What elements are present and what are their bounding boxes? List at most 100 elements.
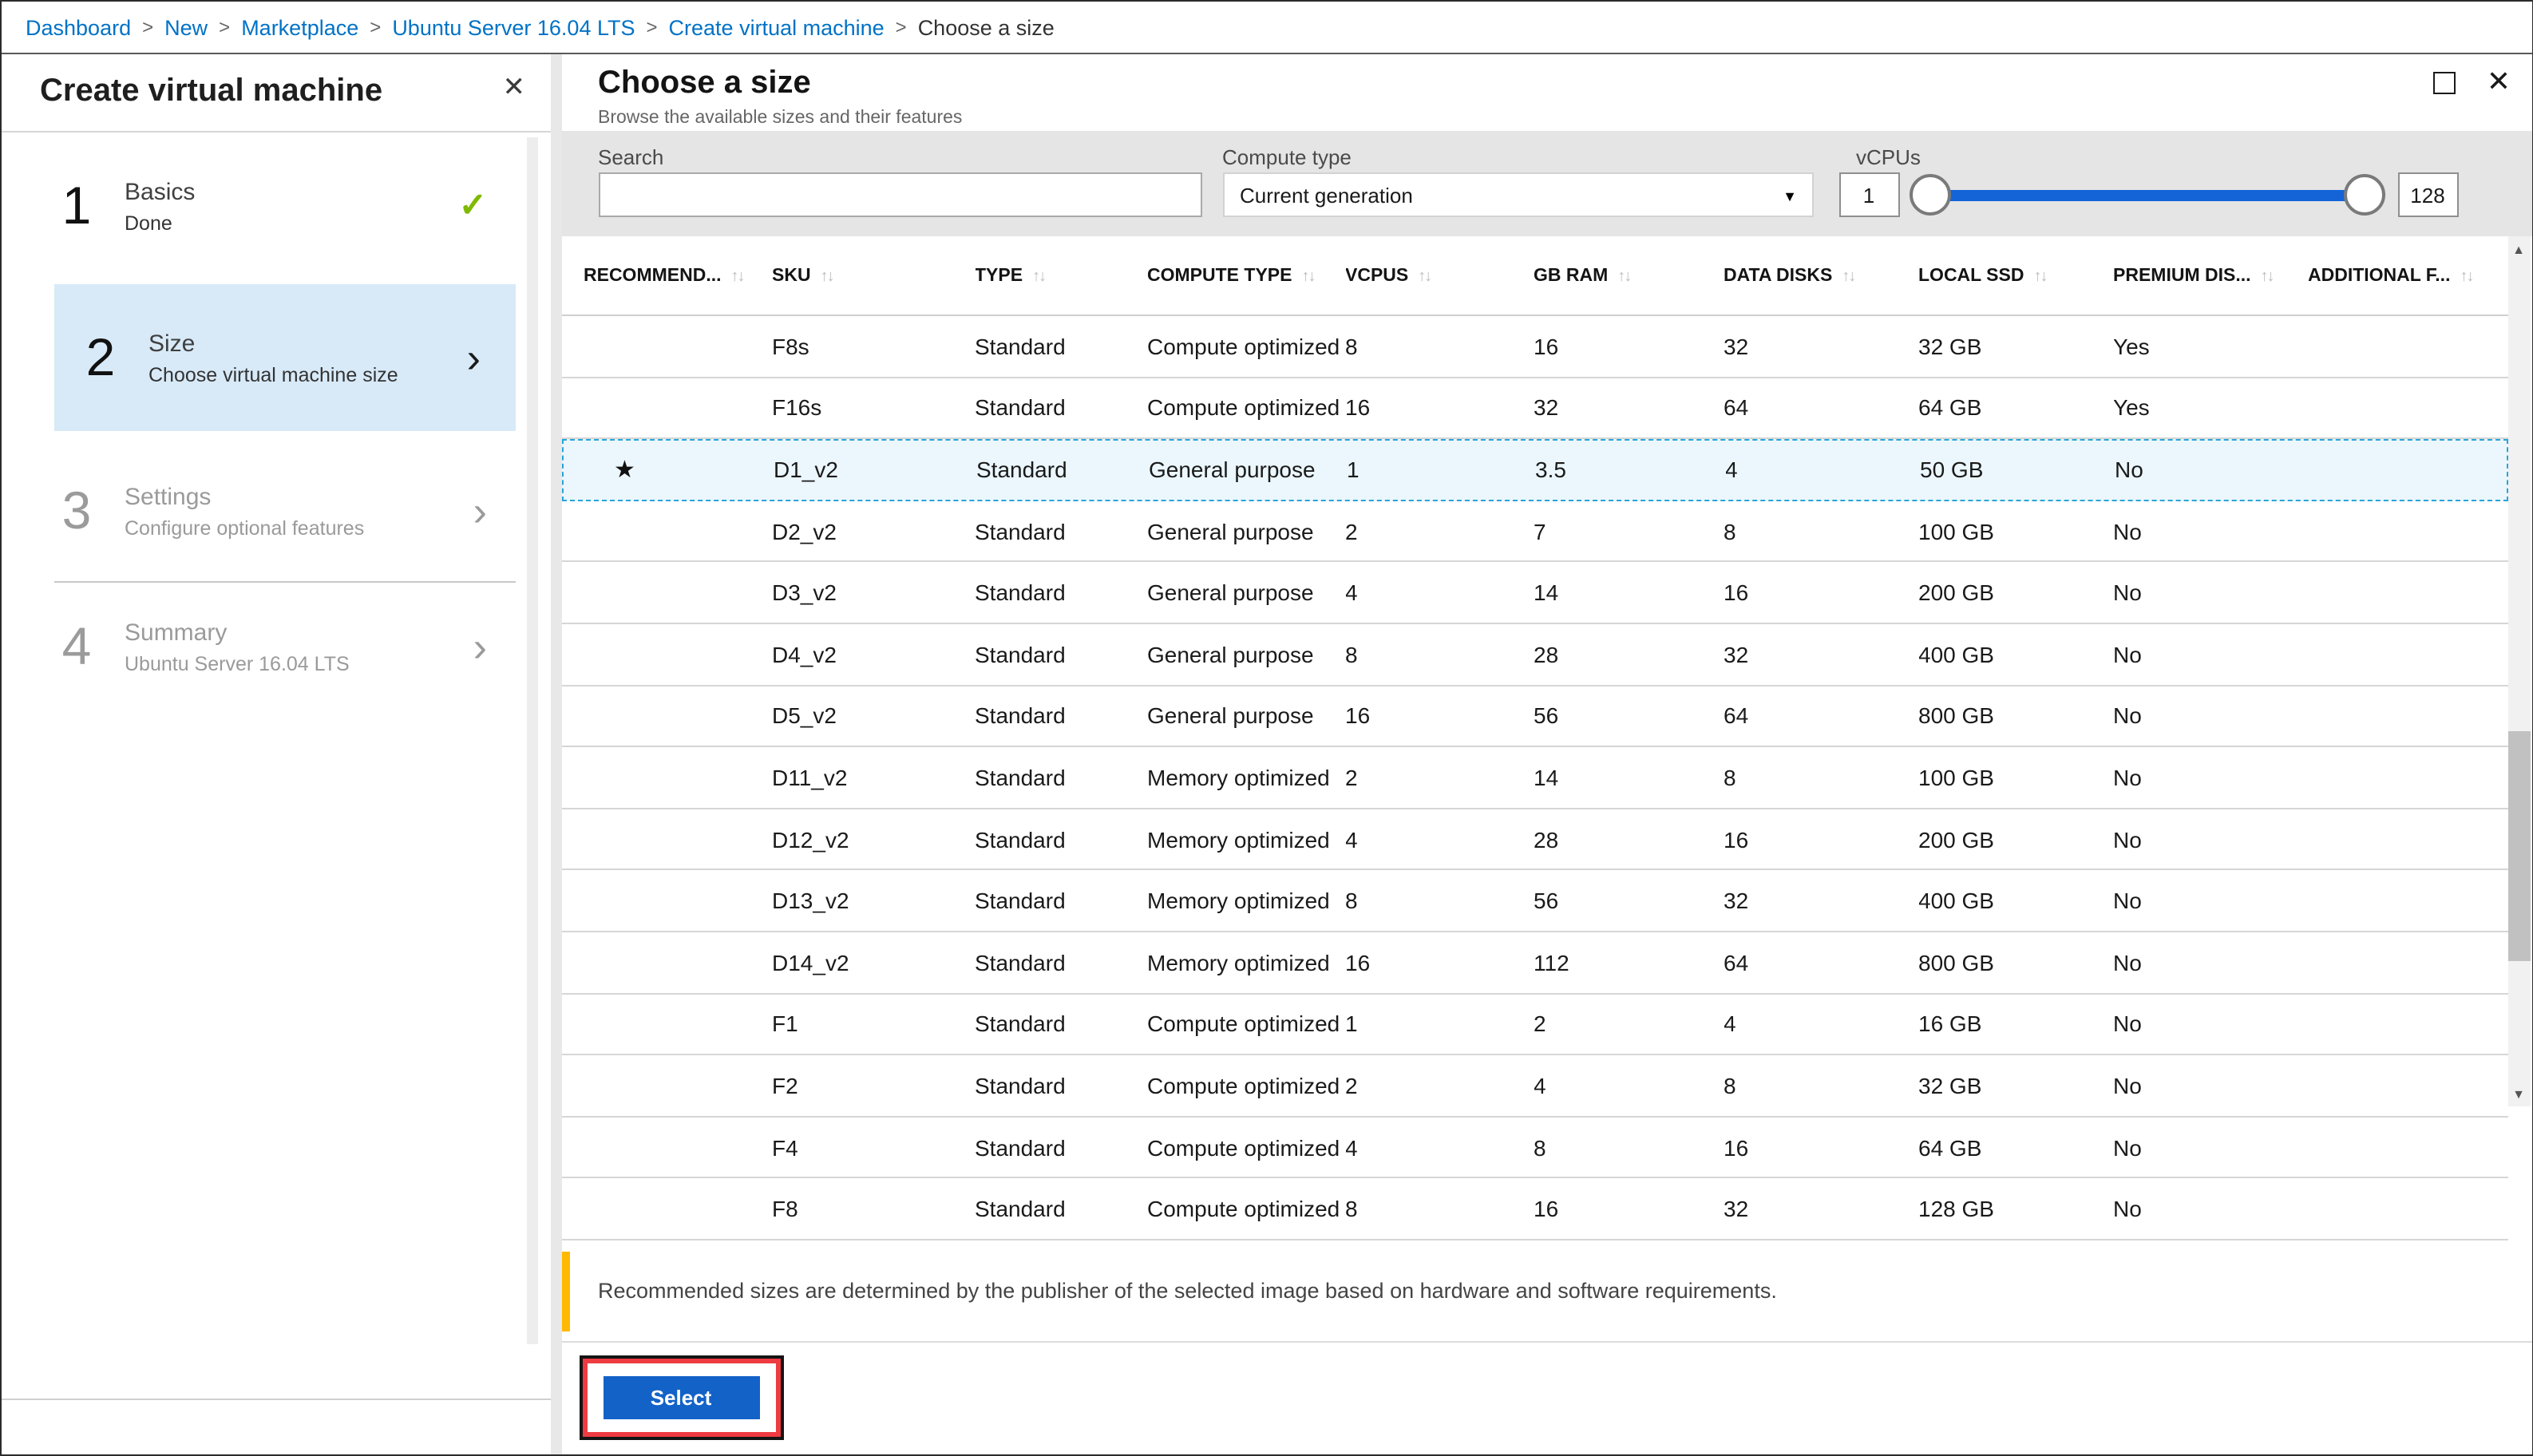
column-header-gb_ram[interactable]: GB RAM ↑↓ <box>1534 266 1724 285</box>
sort-icon[interactable]: ↑↓ <box>2260 267 2275 285</box>
cell-type: Standard <box>976 457 1067 483</box>
cell-gb_ram: 112 <box>1534 949 1569 975</box>
breadcrumb-link[interactable]: Ubuntu Server 16.04 LTS <box>392 15 635 39</box>
table-scrollbar[interactable]: ▲ ▼ <box>2507 236 2530 1106</box>
breadcrumb-link[interactable]: New <box>164 15 208 39</box>
sort-icon[interactable]: ↑↓ <box>2460 267 2474 285</box>
cell-premium_disk: No <box>2113 1072 2142 1098</box>
sort-icon[interactable]: ↑↓ <box>1842 267 1856 285</box>
sort-icon[interactable]: ↑↓ <box>1418 267 1432 285</box>
cell-local_ssd: 16 GB <box>1918 1011 1982 1037</box>
vcpus-max-input[interactable]: 128 <box>2397 172 2458 217</box>
column-header-sku[interactable]: SKU ↑↓ <box>772 266 975 285</box>
table-row-f8[interactable]: F8 Standard Compute optimized 8 16 32 128 GB No <box>561 1178 2507 1240</box>
step-summary[interactable]: 4 Summary Ubuntu Server 16.04 LTS › <box>2 599 551 694</box>
scrollbar-thumb[interactable] <box>2507 731 2530 961</box>
breadcrumb-separator: > <box>370 16 382 38</box>
cell-gb_ram: 7 <box>1534 518 1546 544</box>
slider-handle-right[interactable] <box>2343 174 2385 216</box>
cell-vcpus: 2 <box>1345 1072 1358 1098</box>
cell-data_disks: 64 <box>1724 394 1749 421</box>
table-row-d1_v2[interactable]: ★ D1_v2 Standard General purpose 1 3.5 4 50 GB N… <box>561 439 2507 501</box>
vcpus-min-input[interactable]: 1 <box>1838 172 1899 217</box>
step-size[interactable]: 2 Size Choose virtual machine size › <box>54 284 516 431</box>
column-header-type[interactable]: TYPE ↑↓ <box>975 266 1147 285</box>
column-header-data_disks[interactable]: DATA DISKS ↑↓ <box>1724 266 1918 285</box>
column-header-local_ssd[interactable]: LOCAL SSD ↑↓ <box>1918 266 2113 285</box>
cell-local_ssd: 100 GB <box>1918 764 1994 790</box>
column-header-vcpus[interactable]: VCPUS ↑↓ <box>1345 266 1534 285</box>
cell-compute_type: General purpose <box>1149 457 1316 483</box>
cell-premium_disk: No <box>2113 826 2142 853</box>
vcpus-range-slider[interactable] <box>1909 172 2385 217</box>
close-icon[interactable]: ✕ <box>2486 65 2511 97</box>
step-settings[interactable]: 3 Settings Configure optional features › <box>2 463 551 559</box>
cell-vcpus: 2 <box>1345 518 1358 544</box>
table-row-d13_v2[interactable]: D13_v2 Standard Memory optimized 8 56 32 400 G… <box>561 870 2507 932</box>
sort-icon[interactable]: ↑↓ <box>820 267 835 285</box>
cell-premium_disk: No <box>2113 1011 2142 1037</box>
sort-icon[interactable]: ↑↓ <box>1032 267 1047 285</box>
annotation-highlight-box: Select <box>579 1355 783 1440</box>
table-row-f2[interactable]: F2 Standard Compute optimized 2 4 8 32 GB No <box>561 1055 2507 1118</box>
table-row-f8s[interactable]: F8s Standard Compute optimized 8 16 32 32 GB Ye… <box>561 316 2507 378</box>
column-header-additional[interactable]: ADDITIONAL F... ↑↓ <box>2308 266 2507 285</box>
cell-type: Standard <box>975 826 1066 853</box>
cell-gb_ram: 56 <box>1534 888 1559 914</box>
sort-icon[interactable]: ↑↓ <box>1617 267 1632 285</box>
table-row-d5_v2[interactable]: D5_v2 Standard General purpose 16 56 64 800 GB… <box>561 686 2507 748</box>
filter-bar: Search Compute type Current generation ▼… <box>561 131 2531 236</box>
cell-compute_type: General purpose <box>1147 518 1314 544</box>
cell-type: Standard <box>975 333 1066 359</box>
table-row-d12_v2[interactable]: D12_v2 Standard Memory optimized 4 28 16 200 G… <box>561 809 2507 871</box>
step-subtitle: Choose virtual machine size <box>148 363 398 386</box>
cell-premium_disk: No <box>2113 888 2142 914</box>
search-input[interactable] <box>598 172 1201 217</box>
table-row-d14_v2[interactable]: D14_v2 Standard Memory optimized 16 112 64 800… <box>561 932 2507 995</box>
scroll-down-icon[interactable]: ▼ <box>2512 1086 2525 1101</box>
panel-footer <box>2 1399 551 1454</box>
table-row-d4_v2[interactable]: D4_v2 Standard General purpose 8 28 32 400 GB N… <box>561 623 2507 686</box>
table-row-f4[interactable]: F4 Standard Compute optimized 4 8 16 64 GB No <box>561 1117 2507 1179</box>
sort-icon[interactable]: ↑↓ <box>1301 267 1316 285</box>
cell-sku: D13_v2 <box>772 888 849 914</box>
sort-icon[interactable]: ↑↓ <box>730 267 746 285</box>
table-row-f16s[interactable]: F16s Standard Compute optimized 16 32 64 64 GB… <box>561 378 2507 440</box>
cell-data_disks: 8 <box>1724 764 1736 790</box>
close-icon[interactable]: ✕ <box>502 72 526 102</box>
blade-subtitle: Browse the available sizes and their fea… <box>598 109 963 128</box>
cell-recommended: ★ <box>585 456 774 485</box>
compute-type-dropdown[interactable]: Current generation ▼ <box>1222 172 1813 217</box>
cell-local_ssd: 400 GB <box>1918 641 1994 667</box>
choose-size-blade: Choose a size Browse the available sizes… <box>561 54 2531 1454</box>
cell-premium_disk: No <box>2113 518 2142 544</box>
column-header-compute_type[interactable]: COMPUTE TYPE ↑↓ <box>1147 266 1345 285</box>
panel-scrollbar-track[interactable] <box>527 137 538 1344</box>
step-basics[interactable]: 1 Basics Done ✓ <box>2 156 551 255</box>
column-header-premium_disk[interactable]: PREMIUM DIS... ↑↓ <box>2113 266 2308 285</box>
cell-sku: D11_v2 <box>772 764 848 790</box>
panel-title: Create virtual machine <box>40 73 383 109</box>
cell-sku: D2_v2 <box>772 518 837 544</box>
column-label: LOCAL SSD <box>1918 266 2024 285</box>
cell-gb_ram: 8 <box>1534 1134 1546 1161</box>
table-row-f1[interactable]: F1 Standard Compute optimized 1 2 4 16 GB No <box>561 994 2507 1056</box>
sort-icon[interactable]: ↑↓ <box>2033 267 2048 285</box>
cell-compute_type: Compute optimized <box>1147 1072 1340 1098</box>
cell-data_disks: 32 <box>1724 1196 1749 1222</box>
scroll-up-icon[interactable]: ▲ <box>2512 242 2525 256</box>
maximize-icon[interactable] <box>2432 72 2455 94</box>
cell-premium_disk: No <box>2115 457 2143 483</box>
table-row-d2_v2[interactable]: D2_v2 Standard General purpose 2 7 8 100 GB No <box>561 500 2507 563</box>
slider-handle-left[interactable] <box>1909 174 1950 216</box>
breadcrumb-link[interactable]: Marketplace <box>241 15 359 39</box>
select-button[interactable]: Select <box>603 1375 759 1419</box>
column-header-recommended[interactable]: RECOMMEND... ↑↓ <box>584 266 772 285</box>
table-row-d11_v2[interactable]: D11_v2 Standard Memory optimized 2 14 8 100 GB… <box>561 747 2507 809</box>
breadcrumb-link[interactable]: Dashboard <box>26 15 132 39</box>
wizard-steps: 1 Basics Done ✓ 2 Size Choose virtual ma… <box>2 133 551 694</box>
table-row-d3_v2[interactable]: D3_v2 Standard General purpose 4 14 16 200 GB N… <box>561 562 2507 624</box>
breadcrumb-link[interactable]: Create virtual machine <box>668 15 885 39</box>
cell-data_disks: 32 <box>1724 333 1749 359</box>
cell-type: Standard <box>975 1134 1066 1161</box>
